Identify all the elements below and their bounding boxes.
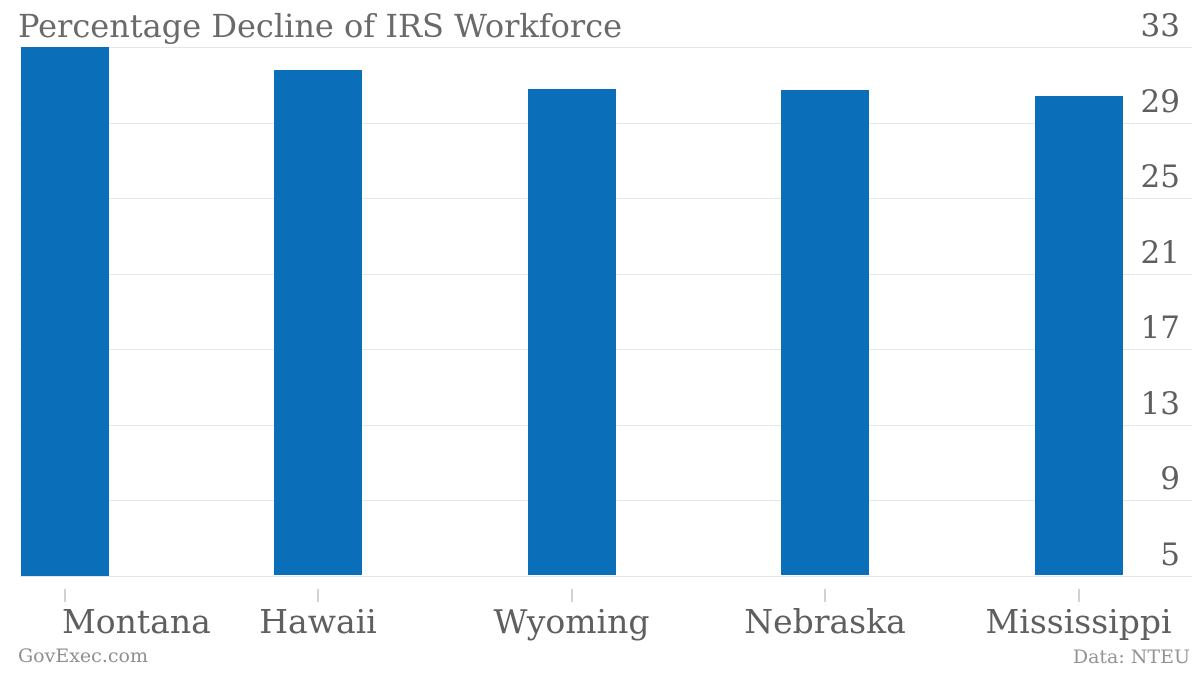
chart-title: Percentage Decline of IRS Workforce (18, 7, 623, 45)
y-axis-label-17: 17 (1140, 310, 1180, 346)
gridline-y-33 (20, 47, 1192, 48)
y-axis-label-25: 25 (1140, 159, 1180, 195)
x-axis-tick-wyoming (570, 589, 573, 602)
y-axis-label-33: 33 (1140, 8, 1180, 44)
gridline-y-5 (20, 575, 1192, 577)
x-axis-tick-mississippi (1077, 589, 1080, 602)
x-axis-tick-nebraska (824, 589, 826, 602)
x-axis-label-nebraska: Nebraska (744, 602, 906, 641)
x-axis-tick-montana (63, 589, 66, 602)
y-axis-label-9: 9 (1160, 461, 1180, 497)
y-axis-label-21: 21 (1140, 234, 1180, 271)
x-axis-label-wyoming: Wyoming (493, 602, 650, 641)
credit-source-left: GovExec.com (18, 645, 148, 667)
bar-nebraska (781, 90, 869, 576)
y-axis-label-5: 5 (1160, 536, 1180, 573)
bar-mississippi (1034, 96, 1123, 576)
y-axis-label-29: 29 (1140, 83, 1180, 120)
bar-hawaii (274, 69, 362, 576)
bar-wyoming (527, 88, 616, 576)
bar-montana (20, 47, 109, 576)
x-axis-label-montana: Montana (62, 602, 211, 641)
x-axis-label-hawaii: Hawaii (259, 602, 377, 641)
y-axis-label-13: 13 (1140, 385, 1180, 422)
x-axis-label-mississippi: Mississippi (985, 602, 1172, 641)
x-axis-tick-hawaii (317, 589, 319, 602)
credit-source-right: Data: NTEU (1072, 646, 1190, 668)
